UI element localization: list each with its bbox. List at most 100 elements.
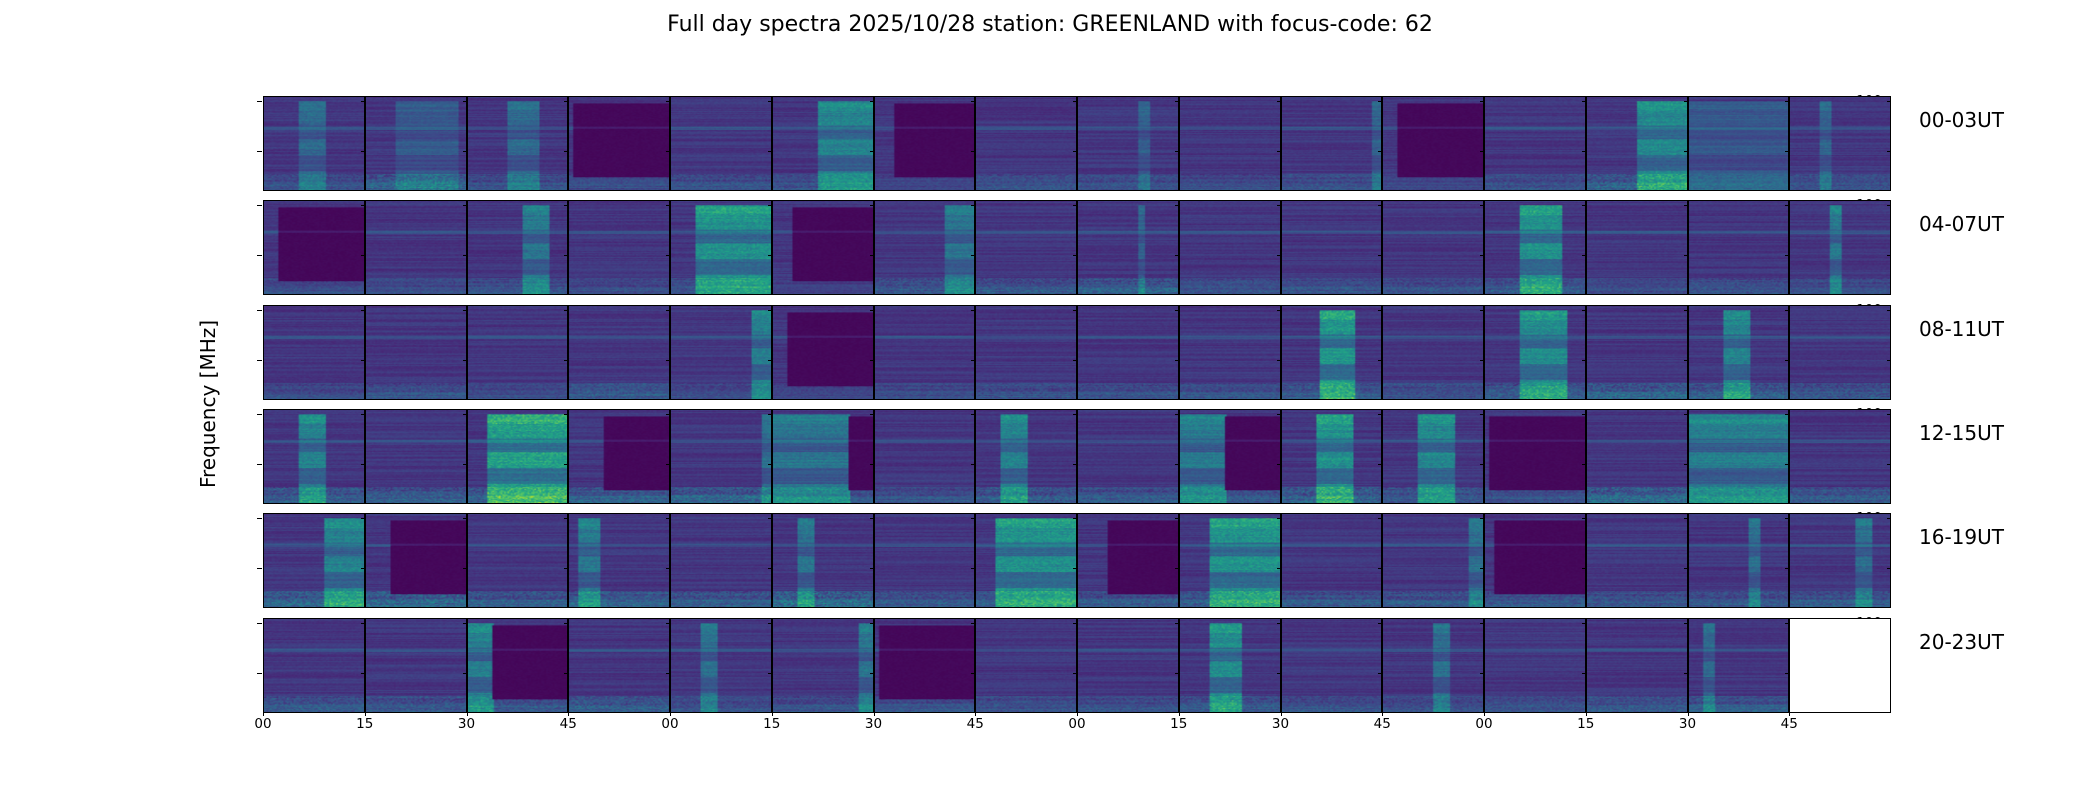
spectra-row: 10050 <box>257 615 1891 713</box>
panel-tick <box>666 151 670 152</box>
y-axis-label: Frequency [MHz] <box>196 319 220 489</box>
x-tick <box>771 712 773 716</box>
spectrogram-panel <box>364 408 467 504</box>
x-tick <box>873 712 875 716</box>
y-tick <box>257 622 262 624</box>
panel-tick <box>1276 309 1281 311</box>
x-tick <box>1484 712 1485 716</box>
x-tick <box>1687 712 1689 716</box>
panel-tick <box>1581 101 1586 102</box>
spectrogram-image <box>670 513 772 609</box>
panel-tick <box>1276 518 1281 520</box>
panel-tick <box>1785 309 1790 311</box>
spectrogram-panel <box>1484 304 1586 400</box>
panel-tick <box>360 622 365 624</box>
spectrogram-panel <box>1077 617 1179 713</box>
panel-tick <box>767 205 772 207</box>
spectrogram-image <box>1280 513 1383 609</box>
y-tick <box>257 463 262 465</box>
spectrogram-panel <box>263 200 365 296</box>
panel-tick <box>971 672 976 674</box>
spectrogram-image <box>771 200 874 296</box>
y-tick <box>257 359 262 361</box>
spectrogram-panel <box>975 408 1077 504</box>
figure-title: Full day spectra 2025/10/28 station: GRE… <box>667 12 1433 37</box>
panel-tick <box>1073 309 1077 311</box>
spectrogram-panel <box>1789 408 1891 504</box>
x-tick <box>1178 712 1180 716</box>
spectrogram-panel <box>1077 304 1179 400</box>
spectrogram-image <box>568 513 670 609</box>
spectrogram-image <box>1382 617 1484 713</box>
x-tick <box>1280 712 1282 716</box>
panel-tick <box>1683 622 1688 624</box>
panel-tick <box>666 255 670 257</box>
spectrogram-panel <box>975 617 1077 713</box>
panel-tick <box>1073 255 1077 257</box>
spectrogram-panel <box>364 200 467 296</box>
panel-tick <box>360 255 365 257</box>
y-tick <box>257 151 262 152</box>
spectrogram-panel <box>1687 408 1790 504</box>
x-tick <box>568 712 570 716</box>
spectrogram-image <box>1687 617 1790 713</box>
panel-tick <box>1378 622 1383 624</box>
spectrogram-image <box>1687 408 1790 504</box>
y-tick <box>257 255 262 257</box>
spectrogram-image <box>771 617 874 713</box>
spectrogram-panel <box>1280 304 1383 400</box>
panel-tick <box>1683 413 1688 415</box>
y-tick <box>257 205 262 207</box>
spectrogram-image <box>1789 96 1891 191</box>
panel-tick <box>1480 151 1484 152</box>
spectrogram-panel <box>263 304 365 400</box>
panel-tick <box>1683 568 1688 570</box>
spectrogram-image <box>1178 96 1281 191</box>
spectrogram-image <box>670 96 772 191</box>
panel-tick <box>1581 463 1586 465</box>
spectrogram-panel <box>1484 513 1586 609</box>
panel-tick <box>1887 568 1891 570</box>
spectrogram-image <box>568 200 670 296</box>
spectrogram-panel <box>1687 200 1790 296</box>
panel-tick <box>869 205 874 207</box>
spectrogram-image <box>1077 408 1179 504</box>
x-tick-label: 00 <box>661 716 679 732</box>
x-tick-label: 30 <box>1271 716 1290 732</box>
panel-tick <box>869 463 874 465</box>
spectrogram-panel <box>873 513 976 609</box>
panel-tick <box>1785 518 1790 520</box>
spectrogram-panel <box>1382 304 1484 400</box>
spectrogram-image <box>1280 200 1383 296</box>
spectrogram-panel <box>1484 200 1586 296</box>
x-tick-label: 00 <box>1475 716 1493 732</box>
y-tick <box>257 101 262 102</box>
panel-tick <box>971 622 976 624</box>
panel-tick <box>1785 205 1790 207</box>
spectrogram-image <box>568 96 670 191</box>
panel-tick <box>1174 359 1179 361</box>
panel-tick <box>1174 151 1179 152</box>
spectrogram-image <box>1280 408 1383 504</box>
spectrogram-panel <box>1280 96 1383 191</box>
spectrogram-panel <box>466 513 569 609</box>
panel-tick <box>971 101 976 102</box>
spectrogram-image <box>466 304 569 400</box>
spectrogram-image <box>771 513 874 609</box>
panel-tick <box>869 413 874 415</box>
spectrogram-panel <box>1178 513 1281 609</box>
panel-tick <box>1887 463 1891 465</box>
panel-tick <box>1378 413 1383 415</box>
panel-tick <box>462 622 467 624</box>
spectrogram-image <box>364 513 467 609</box>
spectrogram-image <box>1280 96 1383 191</box>
spectrogram-panel <box>1382 200 1484 296</box>
spectrogram-image <box>1178 513 1281 609</box>
spectrogram-panel <box>568 617 670 713</box>
panel-tick <box>1378 518 1383 520</box>
panel-tick <box>767 309 772 311</box>
panel-tick <box>1887 309 1891 311</box>
panel-tick <box>360 101 365 102</box>
spectrogram-panel <box>873 408 976 504</box>
panel-tick <box>1581 622 1586 624</box>
